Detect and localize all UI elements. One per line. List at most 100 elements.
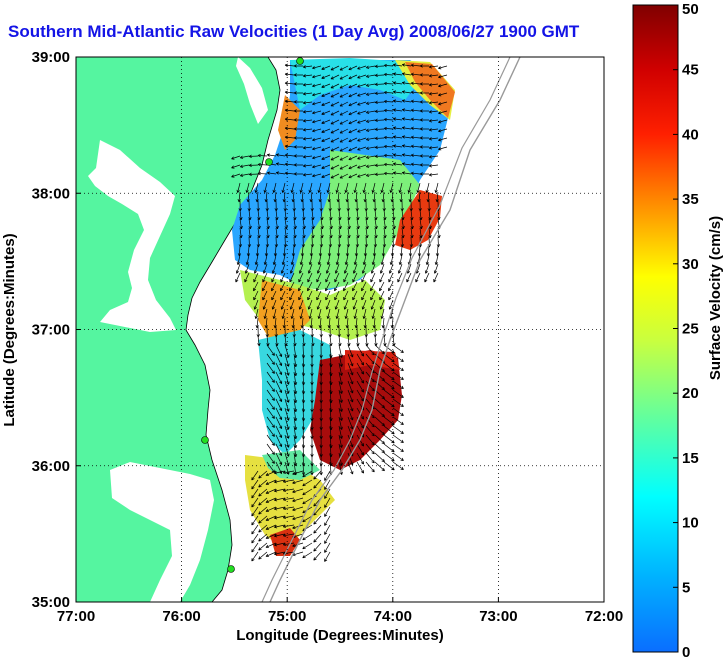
velocity-arrow — [324, 488, 331, 499]
velocity-arrow — [302, 74, 313, 78]
velocity-arrow — [231, 164, 241, 169]
velocity-arrow — [365, 209, 369, 221]
bathymetry-contour-2 — [261, 57, 511, 602]
chesapeake-bay — [88, 140, 176, 332]
velocity-arrow — [292, 488, 304, 494]
velocity-arrow — [309, 191, 313, 203]
velocity-arrow — [263, 308, 268, 319]
velocity-arrows — [231, 63, 448, 562]
velocity-arrow — [258, 497, 268, 506]
velocity-arrow — [299, 182, 304, 193]
velocity-arrow — [275, 452, 283, 465]
velocity-arrow — [410, 90, 421, 94]
velocity-arrow — [339, 155, 349, 161]
velocity-arrow — [362, 308, 367, 319]
velocity-arrow — [365, 434, 375, 446]
velocity-arrow — [374, 172, 385, 176]
velocity-arrow — [266, 209, 270, 221]
velocity-arrow — [248, 172, 259, 177]
velocity-arrow — [370, 272, 376, 283]
velocity-arrow — [272, 308, 277, 319]
velocity-arrow — [383, 162, 394, 167]
velocity-arrow — [343, 281, 349, 292]
velocity-arrow — [392, 398, 404, 407]
velocity-arrow — [321, 92, 331, 97]
velocity-arrow — [370, 281, 376, 292]
velocity-arrow — [383, 452, 395, 462]
velocity-arrow — [330, 65, 340, 71]
velocity-arrow — [312, 92, 322, 97]
velocity-arrow — [410, 108, 421, 112]
velocity-arrow — [348, 83, 358, 89]
velocity-arrow — [365, 74, 376, 78]
velocity-arrow — [347, 398, 354, 412]
velocity-arrow — [383, 416, 395, 426]
velocity-arrow — [370, 263, 376, 274]
velocity-arrow — [374, 407, 385, 418]
velocity-arrow — [419, 82, 430, 86]
velocity-arrow — [379, 290, 385, 301]
velocity-arrow — [374, 227, 378, 239]
velocity-arrow — [330, 74, 340, 80]
velocity-arrow — [352, 272, 358, 283]
velocity-arrow — [266, 443, 275, 455]
velocity-arrow — [312, 74, 322, 79]
velocity-arrow — [383, 218, 387, 230]
velocity-arrow — [293, 145, 304, 149]
velocity-arrow — [365, 137, 376, 141]
velocity-arrow — [293, 127, 304, 131]
velocity-arrow — [410, 126, 421, 130]
velocity-arrow — [262, 281, 268, 292]
velocity-arrow — [307, 299, 313, 310]
x-tick-labels: 77:00 76:00 75:00 74:00 73:00 72:00 — [57, 597, 623, 625]
velocity-arrow — [347, 353, 354, 367]
velocity-arrow — [365, 155, 376, 159]
velocity-arrow — [275, 335, 279, 347]
velocity-arrow — [338, 407, 343, 421]
velocity-arrow — [282, 191, 286, 203]
y-tick-label: 36:00 — [32, 458, 70, 475]
velocity-arrow — [383, 63, 394, 68]
velocity-arrow — [302, 155, 313, 159]
velocity-arrow — [330, 128, 340, 134]
velocity-arrow — [312, 137, 322, 142]
velocity-arrow — [410, 153, 421, 157]
velocity-arrow — [275, 171, 286, 175]
velocity-arrow — [419, 145, 430, 149]
velocity-arrow — [275, 389, 283, 402]
velocity-arrow — [365, 101, 376, 105]
velocity-arrow — [338, 335, 342, 347]
velocity-arrow — [329, 209, 333, 221]
velocity-arrow — [308, 254, 313, 265]
velocity-arrow — [289, 299, 295, 310]
velocity-arrow — [392, 162, 403, 166]
velocity-arrow — [330, 155, 340, 161]
velocity-arrow — [354, 191, 358, 203]
velocity-arrow — [300, 191, 304, 203]
velocity-arrow — [284, 135, 295, 139]
velocity-arrow — [280, 281, 286, 292]
velocity-arrow — [347, 218, 351, 230]
velocity-arrow — [383, 117, 394, 122]
velocity-arrow — [280, 263, 286, 274]
velocity-arrow — [302, 146, 313, 150]
velocity-arrow — [339, 110, 349, 116]
velocity-arrow — [392, 135, 403, 139]
velocity-arrow — [428, 128, 439, 132]
velocity-arrow — [327, 191, 331, 203]
velocity-arrow — [325, 290, 331, 301]
velocity-arrow — [299, 308, 304, 319]
velocity-arrow — [419, 136, 430, 140]
velocity-arrow — [392, 353, 404, 362]
velocity-arrow — [282, 524, 295, 529]
velocity-arrow — [374, 136, 385, 140]
velocity-arrow — [374, 389, 385, 400]
velocity-arrow — [293, 209, 297, 221]
velocity-arrow — [266, 416, 275, 428]
velocity-arrow — [338, 344, 343, 358]
velocity-arrow — [392, 218, 396, 230]
velocity-arrow — [357, 119, 367, 124]
velocity-arrow — [231, 155, 241, 160]
velocity-arrow — [258, 506, 268, 515]
velocity-arrow — [347, 209, 351, 221]
